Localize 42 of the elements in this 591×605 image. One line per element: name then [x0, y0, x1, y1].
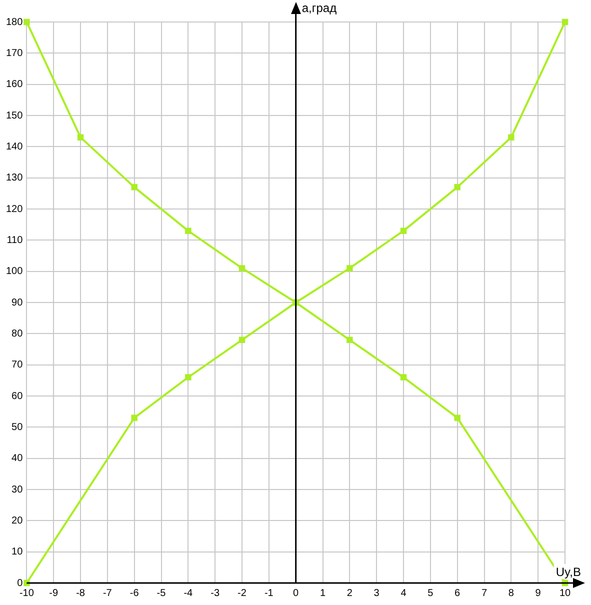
x-tick-label: 2 [346, 588, 353, 599]
x-tick-label: 9 [535, 588, 542, 599]
y-tick-label: 170 [6, 48, 24, 59]
x-tick-label: -1 [264, 588, 274, 599]
x-tick-label: 6 [454, 588, 461, 599]
y-tick-label: 160 [6, 79, 24, 90]
y-tick-label: 30 [12, 484, 24, 496]
x-tick-label: 1 [320, 588, 326, 599]
x-axis-title: Uy,B [556, 565, 581, 579]
y-tick-label: 80 [12, 328, 24, 340]
y-tick-label: 50 [12, 422, 24, 433]
y-tick-label: 150 [6, 110, 24, 122]
y-tick-label: 0 [17, 578, 24, 589]
x-tick-label: 5 [428, 588, 434, 599]
y-tick-label: 100 [6, 266, 24, 278]
y-tick-label: 40 [12, 453, 24, 464]
x-tick-label: 7 [481, 588, 488, 599]
x-tick-label: 3 [374, 588, 380, 599]
y-tick-label: 10 [12, 546, 24, 558]
x-tick-label: -9 [49, 588, 58, 599]
y-tick-label: 130 [6, 172, 24, 184]
x-tick-label: 8 [508, 588, 514, 599]
x-tick-label: -4 [184, 588, 194, 599]
x-tick-label: -2 [238, 588, 247, 599]
y-tick-label: 60 [12, 390, 24, 402]
y-tick-label: 110 [6, 234, 24, 246]
x-tick-label: -10 [19, 588, 34, 599]
x-tick-label: -6 [130, 588, 140, 599]
y-axis-title: a,град [302, 1, 337, 15]
y-tick-label: 20 [12, 515, 24, 526]
x-tick-label: -7 [102, 588, 112, 599]
x-tick-label: 10 [559, 588, 571, 599]
x-tick-label: -8 [76, 588, 86, 599]
x-tick-label: 4 [400, 588, 407, 599]
y-tick-label: 120 [6, 204, 24, 215]
y-tick-label: 90 [12, 297, 24, 308]
x-tick-label: 0 [293, 588, 300, 599]
y-tick-label: 140 [6, 141, 24, 152]
x-tick-label: -3 [210, 588, 220, 599]
y-tick-label: 70 [12, 360, 24, 371]
y-tick-label: 180 [6, 16, 24, 28]
x-tick-label: -5 [156, 588, 166, 599]
